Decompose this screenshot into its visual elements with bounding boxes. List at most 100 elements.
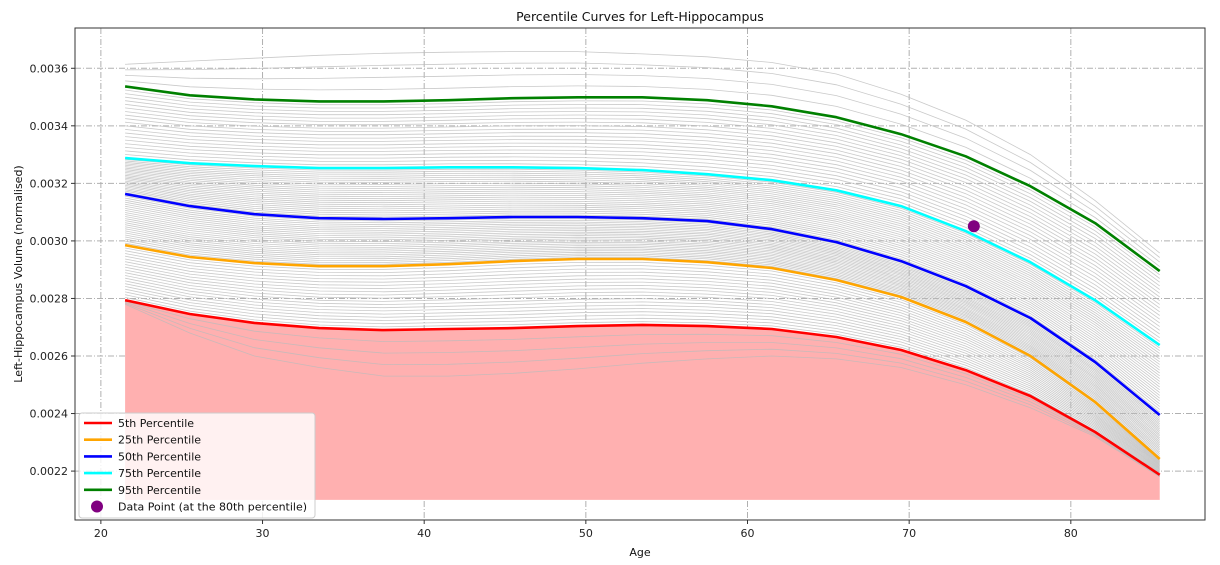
x-tick-label: 80: [1064, 527, 1078, 540]
background-curve: [125, 118, 1160, 305]
background-curve: [125, 180, 1160, 391]
background-curve: [124, 303, 1160, 478]
background-curve: [125, 129, 1160, 316]
background-curve: [125, 269, 1160, 467]
background-curve: [125, 182, 1160, 393]
y-tick-label: 0.0034: [30, 120, 69, 133]
background-curve: [125, 139, 1160, 327]
background-curve: [125, 169, 1160, 368]
y-tick-label: 0.0028: [30, 292, 69, 305]
background-curve: [125, 212, 1160, 432]
chart-title: Percentile Curves for Left-Hippocampus: [516, 9, 764, 24]
plot-frame: [74, 27, 1206, 521]
legend-label: 50th Percentile: [118, 450, 201, 463]
y-axis-label: Left-Hippocampus Volume (normalised): [12, 165, 25, 382]
x-tick-label: 70: [902, 527, 916, 540]
background-curve: [124, 301, 1160, 477]
x-tick-label: 30: [256, 527, 270, 540]
background-curve: [125, 203, 1160, 425]
background-curve: [125, 51, 1160, 254]
x-tick-label: 20: [94, 527, 108, 540]
background-curve: [125, 261, 1160, 465]
background-curve: [125, 236, 1160, 453]
background-curve: [125, 224, 1160, 442]
percentile-lines: [124, 85, 1161, 476]
background-curve: [125, 199, 1160, 421]
x-tick-label: 50: [579, 527, 593, 540]
y-tick-label: 0.0024: [30, 408, 69, 421]
x-tick-label: 60: [741, 527, 755, 540]
y-tick-label: 0.0022: [30, 465, 69, 478]
legend-label: Data Point (at the 80th percentile): [118, 501, 307, 514]
background-curve: [125, 234, 1160, 451]
background-curve: [125, 297, 1160, 475]
background-curve: [125, 89, 1160, 276]
background-curve: [125, 162, 1160, 354]
background-curve: [125, 103, 1160, 290]
x-axis-label: Age: [629, 546, 651, 559]
legend: 5th Percentile 25th Percentile 50th Percen…: [78, 412, 316, 519]
background-curve: [125, 294, 1160, 474]
series-line: [124, 243, 1161, 460]
series-line: [124, 85, 1161, 273]
background-curve: [125, 179, 1160, 388]
background-curve: [125, 164, 1160, 360]
background-curve: [125, 192, 1160, 413]
background-curve: [125, 160, 1160, 352]
y-tick-label: 0.0036: [30, 62, 69, 75]
background-curve: [125, 187, 1160, 405]
data-point-layer: [967, 220, 980, 233]
background-curve: [125, 121, 1160, 309]
data-point-marker: [967, 220, 980, 233]
background-curve: [125, 266, 1160, 466]
legend-label: 5th Percentile: [118, 417, 194, 430]
background-curve: [124, 300, 1160, 476]
background-curve: [125, 146, 1160, 335]
background-curve: [125, 154, 1160, 342]
background-curve: [125, 136, 1160, 324]
background-curve: [125, 183, 1160, 396]
background-curve: [125, 240, 1160, 456]
background-curve: [125, 190, 1160, 410]
background-curve: [125, 174, 1160, 379]
series-line: [124, 192, 1161, 417]
background-curve: [125, 277, 1160, 469]
background-curve: [125, 159, 1160, 349]
background-curve: [125, 238, 1160, 455]
background-curve: [125, 172, 1160, 374]
background-curve: [125, 220, 1160, 439]
background-curve: [125, 163, 1160, 357]
background-curve: [125, 216, 1160, 435]
background-curve: [125, 218, 1160, 437]
background-curve: [125, 173, 1160, 377]
background-curve: [125, 62, 1160, 258]
background-curve: [125, 228, 1160, 446]
background-curve: [125, 176, 1160, 382]
x-tick-label: 40: [417, 527, 431, 540]
background-curve: [125, 114, 1160, 302]
background-curve: [125, 283, 1160, 471]
legend-box: [78, 412, 316, 519]
background-curve: [125, 255, 1160, 463]
background-curve: [125, 286, 1160, 472]
y-tick-label: 0.0032: [30, 177, 69, 190]
background-curve: [125, 208, 1160, 428]
background-curve: [125, 214, 1160, 433]
legend-marker: [91, 500, 103, 513]
background-curve: [125, 247, 1160, 461]
background-curve: [125, 264, 1160, 465]
background-curve: [125, 189, 1160, 407]
background-curve: [125, 111, 1160, 298]
background-curve: [125, 222, 1160, 440]
background-curve: [125, 197, 1160, 419]
background-curve: [125, 258, 1160, 464]
background-curve: [125, 288, 1160, 473]
ticks: 20 30 40 50 60 70 80 0.0022 0.0024 0.0026 0.0028 0.…: [30, 62, 1078, 540]
background-curve: [125, 201, 1160, 423]
background-curve: [125, 205, 1160, 426]
background-curve: [125, 226, 1160, 444]
background-curve: [125, 132, 1160, 320]
background-curve: [125, 280, 1160, 470]
background-curve: [125, 185, 1160, 399]
